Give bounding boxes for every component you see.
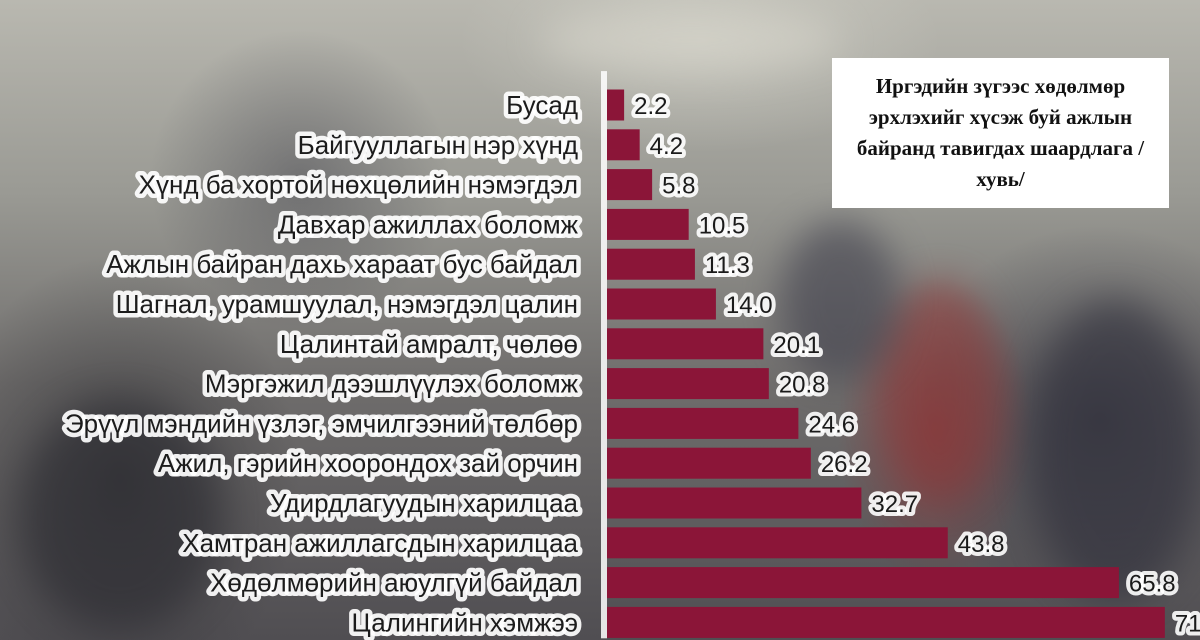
category-labels: Бусад Байгууллагын нэр хүнд Хүнд ба хортой… bbox=[60, 86, 583, 640]
category-label: Бусад bbox=[506, 90, 578, 120]
category-label: Мэргэжил дээшлүүлэх боломж bbox=[205, 369, 579, 399]
bar bbox=[607, 129, 640, 161]
value-label: 2.2 bbox=[634, 93, 667, 120]
value-label: 10.5 bbox=[699, 212, 746, 239]
bar bbox=[607, 447, 811, 479]
value-label: 14.0 bbox=[726, 292, 773, 319]
bar bbox=[607, 407, 799, 439]
bar bbox=[607, 288, 716, 320]
bars bbox=[607, 89, 1165, 638]
category-label: Цалинтай амралт, чөлөө bbox=[280, 329, 578, 359]
background-blob bbox=[1030, 300, 1200, 600]
value-label: 65.8 bbox=[1129, 571, 1176, 598]
value-label: 4.2 bbox=[650, 133, 683, 160]
category-label: Байгууллагын нэр хүнд bbox=[298, 130, 578, 160]
category-label: Ажлын байран дахь хараат бус байдал bbox=[106, 249, 578, 279]
bar bbox=[607, 368, 769, 400]
value-label: 5.8 bbox=[662, 173, 695, 200]
value-label: 43.8 bbox=[958, 531, 1005, 558]
background-blob bbox=[20, 400, 220, 630]
chart-title: Иргэдийн зүгээс хөдөлмөр эрхлэхийг хүсэж… bbox=[856, 74, 1145, 191]
background-blob bbox=[780, 220, 900, 380]
bar bbox=[607, 567, 1119, 599]
value-label: 20.8 bbox=[779, 372, 826, 399]
bar bbox=[607, 487, 862, 519]
bar bbox=[607, 606, 1165, 638]
background-blob bbox=[880, 280, 1000, 500]
category-label: Ажил, гэрийн хоорондох зай орчин bbox=[158, 448, 578, 478]
background-blob bbox=[540, 10, 840, 70]
category-label: Хамтран ажиллагсдын харилцаа bbox=[182, 528, 578, 558]
category-label: Эрүүл мэндийн үзлэг, эмчилгээний төлбөр bbox=[65, 408, 578, 438]
bar bbox=[607, 89, 625, 121]
bar bbox=[607, 248, 695, 280]
axis-line bbox=[601, 71, 607, 639]
value-labels: 2.2 4.2 5.810.5 11.3 14.020.1 20.8 24.6 26.232.… bbox=[630, 89, 1200, 640]
value-label: 71.7 bbox=[1175, 610, 1200, 637]
category-label: Удирдлагуудын харилцаа bbox=[270, 488, 579, 518]
bar bbox=[607, 208, 689, 240]
bar bbox=[607, 527, 948, 559]
value-label: 11.3 bbox=[705, 252, 750, 279]
bar bbox=[607, 169, 653, 201]
bar bbox=[607, 328, 764, 360]
value-label: 24.6 bbox=[808, 411, 855, 438]
value-label: 26.2 bbox=[821, 451, 868, 478]
category-label: Шагнал, урамшуулал, нэмэгдэл цалин bbox=[116, 289, 578, 319]
category-label: Давхар ажиллах боломж bbox=[278, 209, 579, 239]
category-label: Хөдөлмөрийн аюулгүй байдал bbox=[210, 568, 578, 598]
chart-title-box: Иргэдийн зүгээс хөдөлмөр эрхлэхийг хүсэж… bbox=[832, 58, 1169, 208]
value-label: 20.1 bbox=[773, 332, 820, 359]
category-label: Хүнд ба хортой нөхцөлийн нэмэгдэл bbox=[139, 170, 578, 200]
category-label: Цалингийн хэмжээ bbox=[352, 607, 579, 637]
value-label: 32.7 bbox=[871, 491, 918, 518]
